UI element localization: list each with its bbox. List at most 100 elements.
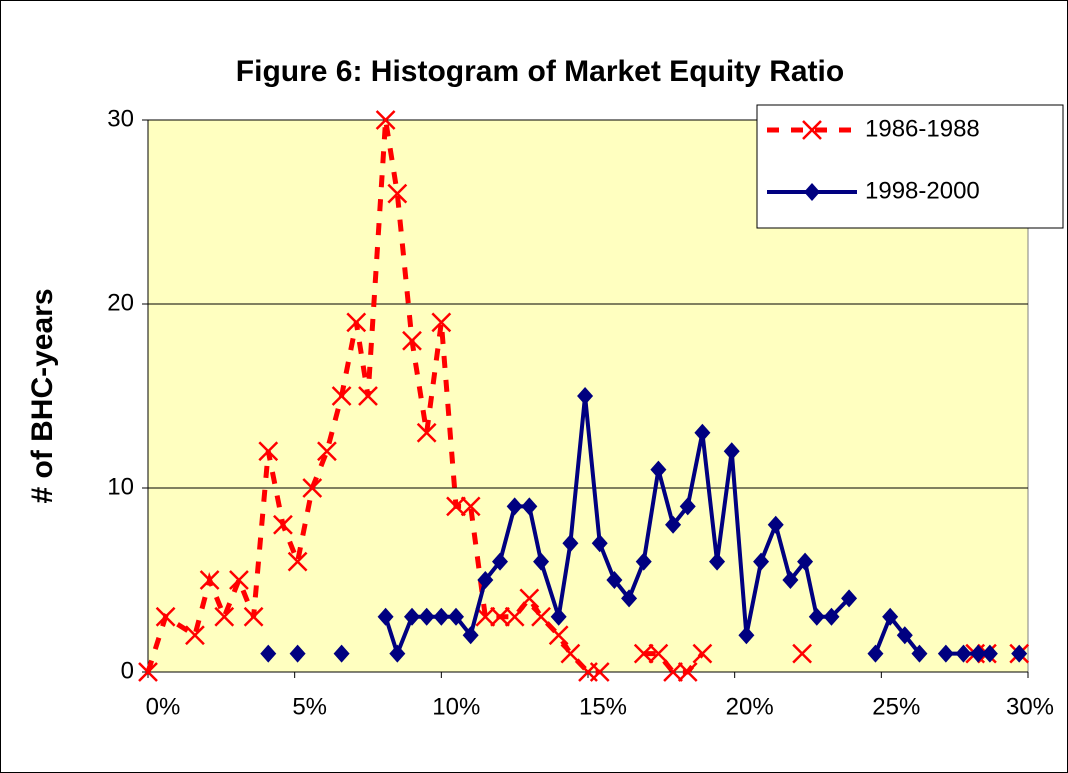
x-marker [317, 441, 337, 462]
data-point [635, 552, 652, 571]
data-point [621, 589, 638, 608]
x-marker [214, 606, 235, 627]
y-tick-label: 30 [107, 105, 134, 132]
x-marker [692, 643, 713, 664]
data-point [577, 387, 594, 405]
data-point [504, 606, 525, 627]
data-point [663, 662, 683, 682]
x-marker [431, 312, 452, 333]
data-point [431, 312, 452, 333]
x-marker [199, 570, 220, 590]
data-point [531, 606, 551, 627]
data-point [896, 626, 913, 645]
x-marker [531, 606, 551, 627]
data-point [229, 570, 249, 590]
data-point [797, 552, 814, 571]
data-point [404, 607, 420, 626]
data-point [155, 606, 176, 627]
data-point [562, 534, 579, 553]
x-marker [402, 330, 422, 351]
data-point [1011, 644, 1028, 663]
data-point [782, 571, 799, 589]
x-marker [589, 662, 610, 682]
x-marker [243, 606, 264, 627]
data-point [677, 662, 698, 682]
data-point [460, 496, 481, 517]
x-tick-label: 15% [579, 693, 627, 720]
data-point [416, 422, 437, 443]
x-marker [560, 643, 581, 664]
data-point [650, 460, 667, 479]
data-point [767, 515, 784, 534]
data-point [808, 607, 825, 626]
data-point [738, 626, 755, 645]
data-point [665, 515, 682, 534]
data-point [475, 606, 496, 627]
data-point [418, 607, 435, 626]
data-point [331, 386, 352, 406]
x-marker [302, 478, 323, 498]
data-point [937, 644, 954, 663]
x-tick-label: 20% [726, 693, 774, 720]
data-point [867, 644, 884, 663]
x-marker [416, 422, 437, 443]
data-point [287, 551, 308, 572]
data-point [521, 497, 538, 516]
data-point [433, 607, 450, 626]
data-point [841, 589, 858, 608]
x-marker [138, 662, 158, 682]
x-marker [475, 606, 496, 627]
x-marker [155, 606, 176, 627]
data-point [970, 644, 987, 663]
data-point [519, 588, 540, 609]
data-point [548, 625, 569, 646]
legend: 1986-1988 1998-2000 [756, 104, 1064, 229]
data-point [185, 625, 205, 646]
data-point [648, 643, 669, 664]
x-marker [331, 386, 352, 406]
x-marker [287, 551, 308, 572]
x-marker [185, 625, 205, 646]
data-point [589, 662, 610, 682]
x-tick-label: 10% [432, 693, 480, 720]
x-marker [802, 120, 822, 140]
data-point [792, 643, 813, 664]
data-point [317, 441, 337, 462]
x-marker [446, 496, 466, 517]
data-point [723, 442, 740, 461]
x-marker [504, 606, 525, 627]
data-point [446, 496, 466, 517]
data-point [387, 183, 408, 204]
data-point [823, 607, 840, 626]
y-tick-label: 10 [107, 473, 134, 500]
x-marker [548, 625, 569, 646]
data-point [955, 644, 972, 663]
x-marker [375, 110, 396, 130]
y-tick-label: 20 [107, 289, 134, 316]
data-point [753, 552, 770, 571]
x-tick-label: 30% [1006, 693, 1054, 720]
data-point [389, 644, 406, 663]
data-point [911, 644, 928, 663]
x-marker [460, 496, 481, 517]
x-marker [387, 183, 408, 204]
data-point [560, 643, 581, 664]
data-point [377, 607, 394, 626]
data-point [591, 534, 608, 553]
y-axis-label: # of BHC-years [26, 288, 59, 503]
data-point [550, 607, 567, 626]
data-point [333, 644, 350, 663]
x-marker [663, 662, 683, 682]
data-point [533, 552, 550, 571]
data-point [358, 386, 378, 406]
data-point [289, 644, 306, 663]
legend-label: 1986-1988 [865, 115, 980, 142]
x-marker [677, 662, 698, 682]
data-point [260, 644, 277, 663]
data-point [882, 607, 899, 626]
data-point [243, 606, 264, 627]
x-marker [633, 643, 654, 664]
data-point [477, 571, 494, 589]
data-point [375, 110, 396, 130]
